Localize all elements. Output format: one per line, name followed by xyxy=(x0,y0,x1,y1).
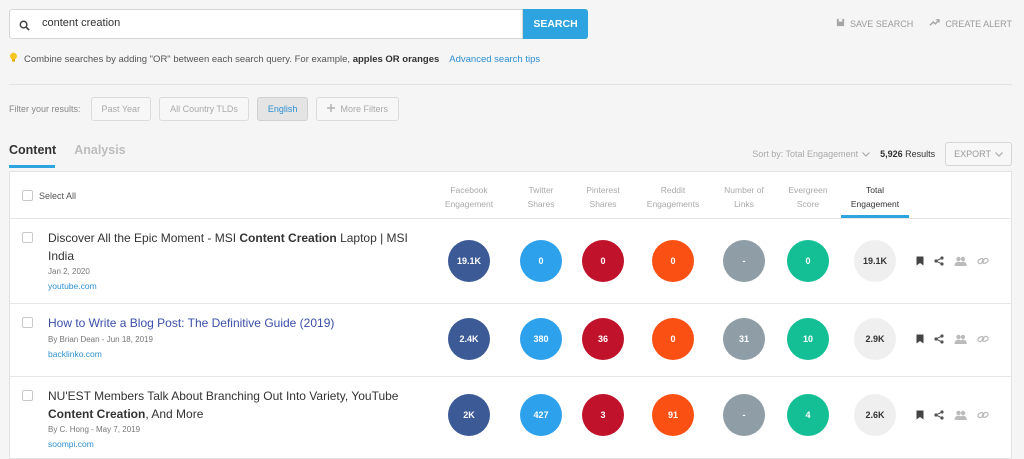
row-actions xyxy=(916,256,989,266)
export-button[interactable]: EXPORT xyxy=(945,142,1012,166)
chevron-down-icon xyxy=(995,149,1003,159)
table-row: NU'EST Members Talk About Branching Out … xyxy=(10,377,1011,458)
row-checkbox[interactable] xyxy=(22,390,33,401)
reddit-engagements-value: 0 xyxy=(652,318,694,360)
save-search-label: SAVE SEARCH xyxy=(849,18,914,29)
facebook-engagement-value: 2.4K xyxy=(448,318,490,360)
tab-bar: Content Analysis xyxy=(9,143,126,168)
tab-analysis[interactable]: Analysis xyxy=(74,143,126,157)
people-icon[interactable] xyxy=(954,334,967,344)
twitter-shares-value: 380 xyxy=(520,318,562,360)
total-engagement-value: 19.1K xyxy=(854,240,896,282)
col-evergreen-score[interactable]: Evergreen Score xyxy=(788,185,828,209)
lightbulb-icon xyxy=(9,52,18,66)
chevron-down-icon xyxy=(862,149,871,159)
more-filters-label: More Filters xyxy=(340,104,388,114)
export-label: EXPORT xyxy=(954,149,991,159)
evergreen-score-value: 4 xyxy=(787,394,829,436)
result-domain-link[interactable]: backlinko.com xyxy=(48,349,102,359)
result-title-link[interactable]: Discover All the Epic Moment - MSI Conte… xyxy=(48,231,408,263)
filter-country-tlds[interactable]: All Country TLDs xyxy=(159,97,249,121)
sort-label: Sort by: Total Engagement xyxy=(752,149,859,159)
pinterest-shares-value: 36 xyxy=(582,318,624,360)
people-icon[interactable] xyxy=(954,256,967,266)
reddit-engagements-value: 91 xyxy=(652,394,694,436)
divider xyxy=(9,84,1012,85)
row-actions xyxy=(916,334,989,344)
plus-icon xyxy=(327,104,336,114)
result-date: Jan 2, 2020 xyxy=(48,267,90,276)
tip-text: Combine searches by adding "OR" between … xyxy=(24,53,440,65)
pinterest-shares-value: 3 xyxy=(582,394,624,436)
row-actions xyxy=(916,410,989,420)
link-icon[interactable] xyxy=(977,410,989,420)
share-icon[interactable] xyxy=(934,334,944,344)
filter-language[interactable]: English xyxy=(256,97,309,121)
result-author-date: By Brian Dean - Jun 18, 2019 xyxy=(48,335,153,344)
tip-example: apples OR oranges xyxy=(352,53,440,65)
result-title-link[interactable]: NU'EST Members Talk About Branching Out … xyxy=(48,389,399,421)
total-engagement-value: 2.9K xyxy=(854,318,896,360)
facebook-engagement-value: 2K xyxy=(448,394,490,436)
share-icon[interactable] xyxy=(934,256,944,266)
create-alert-label: CREATE ALERT xyxy=(945,18,1012,29)
table-row: Discover All the Epic Moment - MSI Conte… xyxy=(10,219,1011,304)
col-reddit-engagements[interactable]: Reddit Engagements xyxy=(646,185,700,209)
bookmark-icon[interactable] xyxy=(916,410,924,420)
filter-past-year[interactable]: Past Year xyxy=(90,97,152,121)
select-all-checkbox[interactable] xyxy=(22,190,33,201)
trend-icon xyxy=(929,18,940,29)
row-checkbox[interactable] xyxy=(22,317,33,328)
col-facebook-engagement[interactable]: Facebook Engagement xyxy=(444,185,494,209)
reddit-engagements-value: 0 xyxy=(652,240,694,282)
search-icon xyxy=(19,18,30,36)
total-engagement-value: 2.6K xyxy=(854,394,896,436)
more-filters-button[interactable]: More Filters xyxy=(316,97,399,121)
filter-bar: Filter your results: Past Year All Count… xyxy=(9,97,407,121)
save-search-button[interactable]: SAVE SEARCH xyxy=(836,18,913,29)
search-query-text: content creation xyxy=(42,17,121,29)
table-row: How to Write a Blog Post: The Definitive… xyxy=(10,304,1011,377)
number-of-links-value: - xyxy=(723,394,765,436)
bookmark-icon[interactable] xyxy=(916,256,924,266)
top-actions: SAVE SEARCH CREATE ALERT xyxy=(836,18,1012,29)
select-all-label: Select All xyxy=(39,190,77,201)
evergreen-score-value: 0 xyxy=(787,240,829,282)
sort-dropdown[interactable]: Sort by: Total Engagement xyxy=(752,149,871,159)
bookmark-icon[interactable] xyxy=(916,334,924,344)
link-icon[interactable] xyxy=(977,256,989,266)
create-alert-button[interactable]: CREATE ALERT xyxy=(929,18,1012,29)
evergreen-score-value: 10 xyxy=(787,318,829,360)
result-domain-link[interactable]: youtube.com xyxy=(48,281,97,291)
advanced-search-tips-link[interactable]: Advanced search tips xyxy=(449,53,541,65)
link-icon[interactable] xyxy=(977,334,989,344)
col-twitter-shares[interactable]: Twitter Shares xyxy=(527,185,555,209)
tab-content[interactable]: Content xyxy=(9,143,56,168)
col-total-engagement[interactable]: Total Engagement xyxy=(841,183,909,218)
filter-label: Filter your results: xyxy=(9,104,81,114)
result-title-link[interactable]: How to Write a Blog Post: The Definitive… xyxy=(48,316,335,330)
number-of-links-value: 31 xyxy=(723,318,765,360)
result-domain-link[interactable]: soompi.com xyxy=(48,439,94,449)
twitter-shares-value: 0 xyxy=(520,240,562,282)
col-pinterest-shares[interactable]: Pinterest Shares xyxy=(586,185,620,209)
save-icon xyxy=(836,18,845,29)
people-icon[interactable] xyxy=(954,410,967,420)
row-checkbox[interactable] xyxy=(22,232,33,243)
table-header: Select All Facebook Engagement Twitter Sha… xyxy=(10,172,1011,219)
sort-bar: Sort by: Total Engagement 5,926 Results … xyxy=(752,142,1012,166)
search-input[interactable]: content creation xyxy=(9,9,523,39)
share-icon[interactable] xyxy=(934,410,944,420)
number-of-links-value: - xyxy=(723,240,765,282)
results-count: 5,926 Results xyxy=(880,149,936,159)
pinterest-shares-value: 0 xyxy=(582,240,624,282)
search-tip: Combine searches by adding "OR" between … xyxy=(9,52,540,66)
result-author-date: By C. Hong - May 7, 2019 xyxy=(48,425,141,434)
results-table: Select All Facebook Engagement Twitter Sha… xyxy=(9,171,1012,459)
select-all[interactable]: Select All xyxy=(22,190,76,201)
twitter-shares-value: 427 xyxy=(520,394,562,436)
col-number-of-links[interactable]: Number of Links xyxy=(724,185,764,209)
facebook-engagement-value: 19.1K xyxy=(448,240,490,282)
search-button[interactable]: SEARCH xyxy=(523,9,588,39)
